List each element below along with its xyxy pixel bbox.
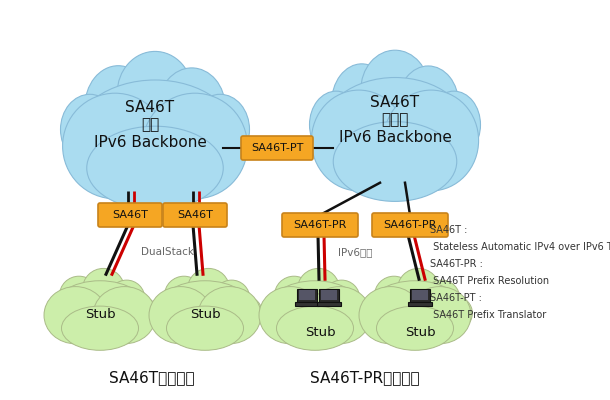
Ellipse shape (365, 281, 465, 346)
Ellipse shape (124, 296, 157, 330)
Text: SA46T-PT :: SA46T-PT : (430, 293, 482, 303)
Ellipse shape (59, 276, 99, 315)
Ellipse shape (274, 276, 314, 315)
Ellipse shape (49, 281, 151, 346)
Ellipse shape (309, 91, 363, 158)
Ellipse shape (71, 80, 239, 201)
Ellipse shape (167, 306, 243, 350)
FancyBboxPatch shape (317, 302, 341, 306)
Ellipse shape (298, 268, 340, 310)
Text: SA46T
対応
IPv6 Backbone: SA46T 対応 IPv6 Backbone (93, 100, 206, 150)
Text: SA46Tドメイン: SA46Tドメイン (109, 370, 195, 386)
Ellipse shape (165, 276, 204, 315)
Text: Stub: Stub (85, 308, 115, 322)
FancyBboxPatch shape (410, 288, 430, 302)
Ellipse shape (323, 280, 360, 316)
Text: SA46T-PR: SA46T-PR (383, 220, 437, 230)
Ellipse shape (87, 126, 223, 210)
FancyBboxPatch shape (241, 136, 313, 160)
Ellipse shape (187, 268, 229, 310)
FancyBboxPatch shape (408, 302, 432, 306)
Ellipse shape (408, 286, 471, 344)
Text: SA46T-PR: SA46T-PR (293, 220, 346, 230)
Ellipse shape (360, 296, 393, 330)
Ellipse shape (154, 281, 256, 346)
Text: SA46T: SA46T (112, 210, 148, 220)
Ellipse shape (375, 276, 414, 315)
Ellipse shape (191, 94, 249, 165)
Ellipse shape (85, 66, 152, 149)
Ellipse shape (333, 122, 457, 202)
Ellipse shape (423, 280, 460, 316)
Text: Stub: Stub (304, 326, 336, 338)
Ellipse shape (214, 280, 250, 316)
Ellipse shape (265, 281, 365, 346)
Ellipse shape (109, 280, 145, 316)
Text: Stub: Stub (190, 308, 220, 322)
Ellipse shape (158, 68, 225, 147)
Text: SA46T-PT: SA46T-PT (251, 143, 303, 153)
Ellipse shape (117, 51, 193, 135)
FancyBboxPatch shape (321, 290, 337, 300)
FancyBboxPatch shape (98, 203, 162, 227)
Ellipse shape (260, 296, 293, 330)
Ellipse shape (398, 268, 439, 310)
Ellipse shape (259, 286, 322, 344)
Ellipse shape (384, 90, 479, 191)
Text: SA46T-PR :: SA46T-PR : (430, 259, 483, 269)
FancyBboxPatch shape (163, 203, 227, 227)
Text: SA46T :: SA46T : (430, 225, 467, 235)
Text: SA46T Prefix Resolution: SA46T Prefix Resolution (430, 276, 549, 286)
Ellipse shape (44, 286, 107, 344)
FancyBboxPatch shape (282, 213, 358, 237)
Ellipse shape (198, 286, 261, 344)
Ellipse shape (276, 306, 354, 350)
Text: Stub: Stub (404, 326, 436, 338)
Ellipse shape (319, 78, 471, 193)
FancyBboxPatch shape (412, 290, 428, 300)
Ellipse shape (142, 93, 248, 199)
Ellipse shape (93, 286, 156, 344)
Ellipse shape (62, 306, 138, 350)
Ellipse shape (149, 296, 183, 330)
Ellipse shape (359, 286, 422, 344)
Ellipse shape (398, 66, 459, 142)
FancyBboxPatch shape (299, 290, 315, 300)
Ellipse shape (60, 94, 120, 165)
Ellipse shape (82, 268, 124, 310)
Text: SA46T-PRドメイン: SA46T-PRドメイン (310, 370, 420, 386)
Ellipse shape (439, 296, 472, 330)
Text: SA46T
非対応
IPv6 Backbone: SA46T 非対応 IPv6 Backbone (339, 95, 451, 145)
Ellipse shape (311, 90, 406, 191)
Ellipse shape (427, 91, 481, 158)
Ellipse shape (361, 50, 429, 130)
FancyBboxPatch shape (319, 288, 339, 302)
Ellipse shape (149, 286, 212, 344)
Text: SA46T Prefix Translator: SA46T Prefix Translator (430, 310, 546, 320)
Ellipse shape (45, 296, 78, 330)
FancyBboxPatch shape (295, 302, 318, 306)
Text: SA46T: SA46T (177, 210, 213, 220)
Ellipse shape (331, 64, 392, 144)
Ellipse shape (339, 296, 372, 330)
FancyBboxPatch shape (297, 288, 317, 302)
Text: Stateless Automatic IPv4 over IPv6 Tunneling: Stateless Automatic IPv4 over IPv6 Tunne… (430, 242, 610, 252)
Ellipse shape (229, 296, 262, 330)
Ellipse shape (63, 93, 168, 199)
FancyBboxPatch shape (372, 213, 448, 237)
Ellipse shape (376, 306, 453, 350)
Text: IPv6のみ: IPv6のみ (338, 247, 372, 257)
Ellipse shape (308, 286, 371, 344)
Text: DualStack: DualStack (142, 247, 195, 257)
